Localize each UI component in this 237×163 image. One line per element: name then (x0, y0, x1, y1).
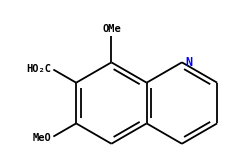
Text: MeO: MeO (33, 133, 51, 142)
Text: N: N (185, 56, 192, 69)
Text: HO₂C: HO₂C (27, 64, 51, 74)
Text: OMe: OMe (103, 24, 122, 34)
